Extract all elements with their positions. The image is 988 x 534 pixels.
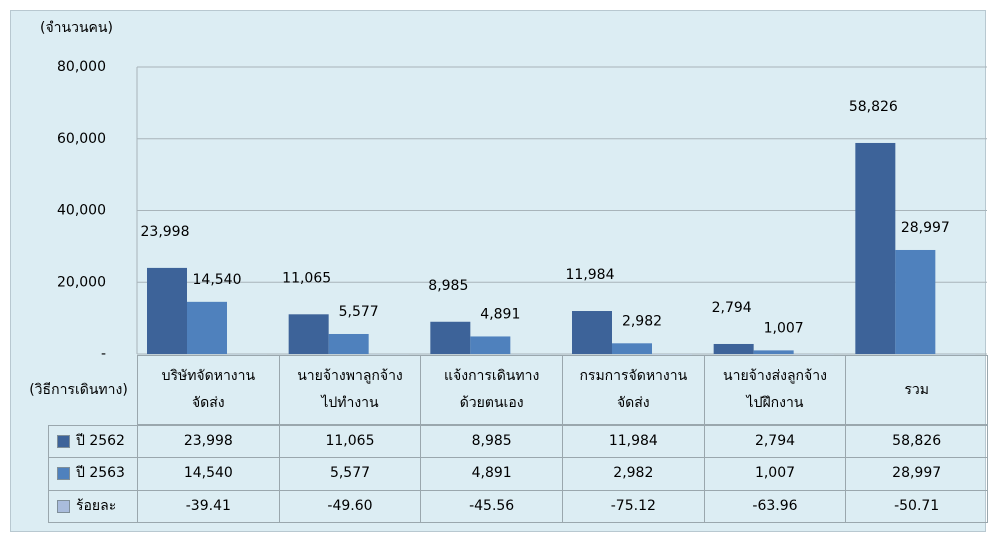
category-label: แจ้งการเดินทาง ด้วยตนเอง: [420, 355, 563, 425]
data-label: 58,826: [849, 99, 898, 115]
data-label: 11,065: [282, 270, 331, 286]
data-label: 2,982: [622, 313, 662, 329]
bar: [430, 321, 471, 354]
y-tick-label: -: [101, 346, 106, 362]
table-value: 28,997: [845, 457, 988, 491]
bar: [187, 301, 227, 354]
data-label: 28,997: [901, 220, 950, 236]
bar: [612, 343, 652, 354]
legend-swatch: [57, 435, 70, 449]
bar: [855, 142, 896, 354]
legend-entry: ร้อยละ: [48, 489, 138, 523]
bar: [147, 267, 187, 354]
y-tick-label: 40,000: [57, 203, 106, 219]
bar: [713, 343, 754, 354]
bar: [753, 350, 794, 354]
y-axis-label: (จำนวนคน): [40, 20, 113, 36]
legend-label: ร้อยละ: [76, 497, 117, 514]
data-label: 14,540: [193, 272, 242, 288]
y-tick-label: 20,000: [57, 274, 106, 290]
table-value: -49.60: [278, 489, 422, 523]
table-value: -39.41: [137, 489, 280, 523]
data-label: 23,998: [141, 224, 190, 240]
data-label: 5,577: [339, 304, 379, 320]
data-label: 2,794: [712, 300, 752, 316]
bar: [470, 336, 511, 354]
legend-entry: ปี 2563: [48, 457, 138, 491]
data-label: 8,985: [428, 278, 468, 294]
data-label: 11,984: [566, 267, 615, 283]
table-value: 2,794: [703, 425, 847, 459]
category-label: บริษัทจัดหางาน จัดส่ง: [137, 355, 280, 425]
legend-swatch: [57, 499, 70, 513]
legend-label: ปี 2563: [76, 465, 125, 482]
table-value: 1,007: [703, 457, 847, 491]
y-tick-label: 80,000: [57, 59, 106, 75]
table-value: 4,891: [420, 457, 563, 491]
bar: [895, 249, 936, 354]
data-label: 1,007: [764, 320, 804, 336]
table-value: -63.96: [703, 489, 847, 523]
table-value: 58,826: [845, 425, 988, 459]
data-label: 4,891: [480, 306, 520, 322]
bar: [288, 314, 329, 354]
table-value: 5,577: [278, 457, 422, 491]
table-value: 11,065: [278, 425, 422, 459]
legend-label: ปี 2562: [76, 433, 125, 450]
category-label: นายจ้างส่งลูกจ้าง ไปฝึกงาน: [703, 355, 847, 425]
y-tick-label: 60,000: [57, 131, 106, 147]
category-label: รวม: [845, 355, 988, 425]
table-value: 11,984: [562, 425, 705, 459]
table-value: 23,998: [137, 425, 280, 459]
table-value: -50.71: [845, 489, 988, 523]
legend-entry: ปี 2562: [48, 425, 138, 459]
category-label: นายจ้างพาลูกจ้าง ไปทำงาน: [278, 355, 422, 425]
table-value: -75.12: [562, 489, 705, 523]
table-value: 8,985: [420, 425, 563, 459]
category-label: กรมการจัดหางาน จัดส่ง: [562, 355, 705, 425]
bar: [572, 311, 612, 354]
table-value: 2,982: [562, 457, 705, 491]
table-value: 14,540: [137, 457, 280, 491]
x-axis-label: (วิธีการเดินทาง): [29, 381, 128, 398]
bar: [328, 333, 369, 354]
table-value: -45.56: [420, 489, 563, 523]
legend-swatch: [57, 467, 70, 481]
